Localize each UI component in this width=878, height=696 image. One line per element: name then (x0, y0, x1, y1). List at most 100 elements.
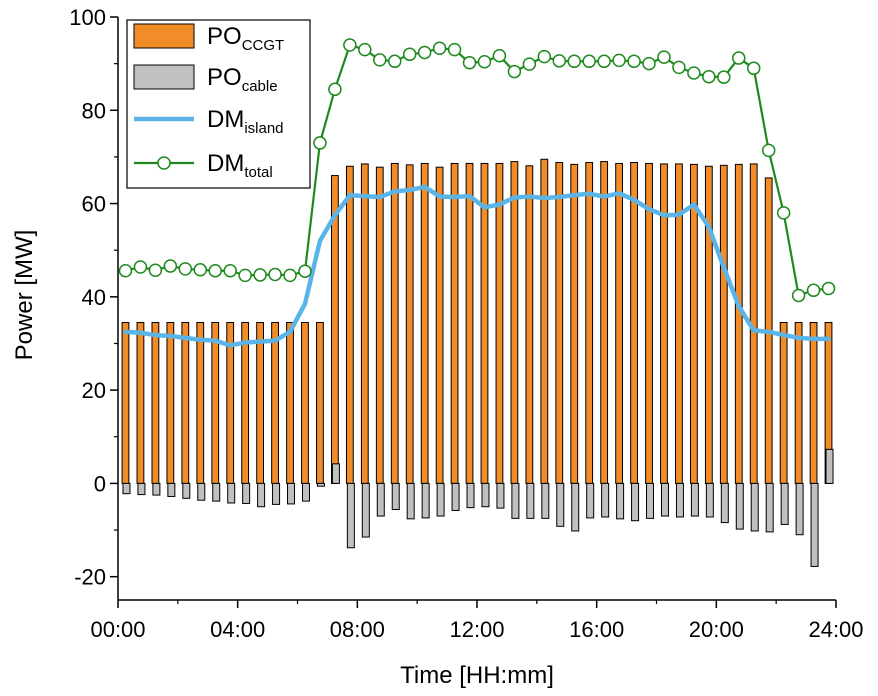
y-tick-label: 60 (82, 192, 106, 217)
bar-ccgt (166, 321, 175, 484)
point-dm-total (657, 50, 671, 64)
bar-ccgt (525, 165, 534, 484)
point-dm-total (821, 281, 836, 296)
bar-cable (675, 482, 684, 518)
bar-ccgt (540, 158, 549, 484)
point-dm-total (477, 55, 492, 69)
bar-cable (212, 482, 221, 502)
axes: -20 0 20 40 60 80 100 00:00 04:00 08:00 12:00 16:00… (69, 5, 863, 642)
point-dm-total (612, 53, 626, 68)
bar-cable (541, 482, 550, 519)
bar-ccgt (630, 162, 638, 484)
point-dm-total (687, 66, 701, 80)
bar-ccgt (794, 321, 803, 484)
point-dm-total (627, 54, 641, 69)
bar-ccgt (510, 161, 519, 484)
point-dm-total (462, 55, 477, 70)
bar-ccgt (480, 162, 489, 484)
bar-ccgt (600, 161, 609, 484)
point-dm-total (298, 264, 312, 278)
bar-ccgt (585, 162, 594, 484)
bar-cable (301, 482, 310, 502)
point-dm-total (672, 60, 686, 75)
bar-cable (331, 463, 340, 484)
point-dm-total (537, 49, 552, 64)
bar-cable (436, 482, 445, 517)
bar-cable (601, 482, 610, 518)
lines-layer (118, 38, 836, 348)
bar-cable (526, 482, 535, 519)
bar-cable (750, 482, 759, 532)
point-dm-total (193, 263, 208, 277)
bar-ccgt (555, 162, 564, 484)
point-dm-total (567, 54, 581, 69)
bar-ccgt (809, 321, 818, 484)
x-tick-label: 24:00 (808, 617, 863, 642)
point-dm-total (776, 206, 791, 220)
bar-cable (167, 482, 176, 497)
bar-ccgt (136, 321, 145, 484)
point-dm-total (522, 57, 537, 71)
point-dm-total (328, 82, 342, 97)
bar-cable (735, 482, 744, 530)
bar-cable (765, 482, 774, 533)
bar-ccgt (211, 321, 220, 484)
point-dm-total (507, 64, 522, 79)
bar-ccgt (256, 321, 265, 484)
y-axis-title: Power [MW] (11, 230, 38, 361)
bar-ccgt (779, 321, 788, 484)
legend-label-sub: total (244, 164, 272, 181)
bar-cable (720, 482, 729, 524)
x-axis-title: Time [HH:mm] (400, 662, 554, 689)
point-dm-total (283, 268, 297, 283)
bar-cable (616, 482, 625, 520)
legend-label-sub: CCGT (242, 37, 285, 54)
x-tick-label: 12:00 (449, 617, 504, 642)
bar-ccgt (435, 166, 444, 484)
bar-cable (481, 482, 490, 508)
bar-cable (197, 482, 206, 501)
legend-label-sub: cable (242, 78, 278, 95)
bar-ccgt (181, 321, 190, 484)
point-dm-total (163, 259, 178, 273)
bar-cable (631, 482, 640, 522)
point-dm-total (238, 268, 252, 283)
point-dm-total (552, 54, 567, 68)
bar-ccgt (704, 165, 713, 484)
point-dm-total (208, 263, 222, 278)
x-tick-label: 08:00 (330, 617, 385, 642)
point-dm-total (642, 56, 656, 71)
bar-ccgt (121, 321, 130, 484)
bar-cable (346, 482, 355, 549)
point-dm-total (133, 260, 148, 274)
bar-cable (137, 482, 146, 496)
bar-ccgt (465, 162, 474, 484)
y-tick-label: -20 (74, 565, 106, 590)
bar-ccgt (271, 321, 279, 484)
bar-cable (496, 482, 505, 509)
legend-label-main: DM (207, 106, 244, 133)
bar-ccgt (286, 321, 294, 484)
point-dm-total (268, 267, 282, 282)
y-tick-label: 20 (82, 378, 106, 403)
bar-cable (825, 448, 834, 484)
bar-ccgt (301, 321, 309, 484)
bar-cable (406, 482, 415, 520)
point-dm-total (148, 263, 163, 278)
bar-ccgt (734, 163, 743, 484)
bar-cable (795, 482, 804, 536)
bar-cable (690, 482, 699, 517)
point-dm-total (118, 263, 133, 278)
point-dm-total (178, 262, 193, 276)
bar-cable (511, 482, 520, 519)
bar-ccgt (241, 321, 250, 484)
point-dm-total (806, 283, 821, 298)
y-tick-label: 0 (94, 471, 106, 496)
bar-cable (182, 482, 191, 499)
point-dm-total (373, 53, 387, 67)
bar-cable (451, 482, 460, 511)
bar-cable (466, 482, 475, 509)
bar-cable (421, 482, 430, 519)
point-dm-total (597, 54, 611, 69)
legend-marker-total (157, 156, 171, 170)
